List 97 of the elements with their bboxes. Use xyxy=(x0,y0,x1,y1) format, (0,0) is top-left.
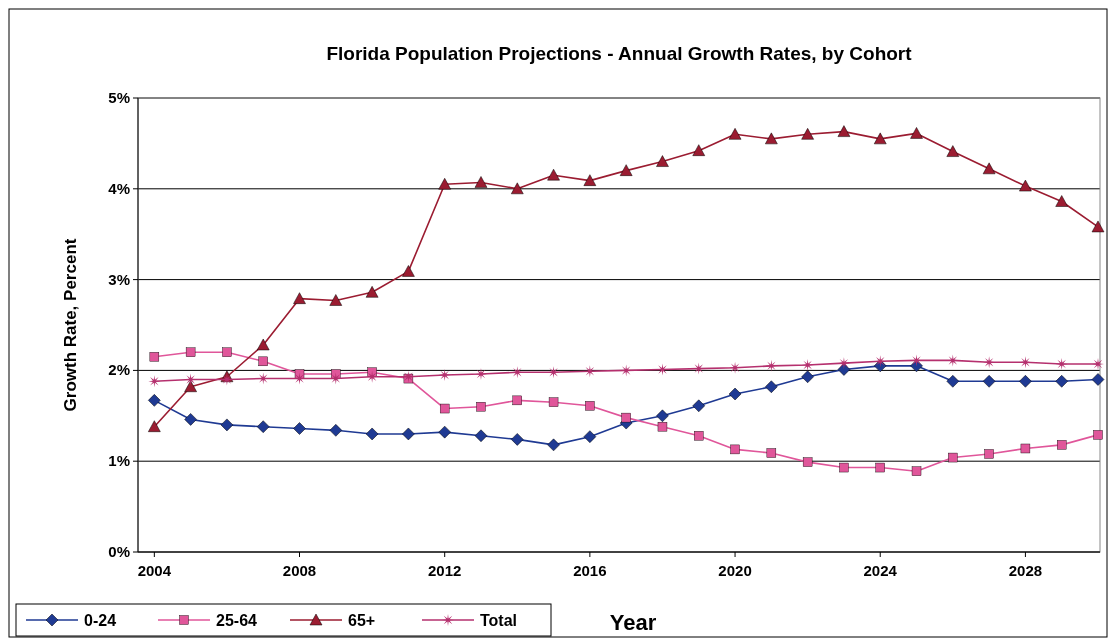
y-tick-label: 4% xyxy=(108,179,130,197)
point xyxy=(692,144,706,156)
point xyxy=(438,425,451,439)
y-tick-label: 0% xyxy=(108,543,130,560)
point xyxy=(875,462,885,473)
point xyxy=(474,368,487,381)
point xyxy=(1055,195,1068,207)
point xyxy=(766,448,777,458)
point xyxy=(148,375,161,388)
x-tick-label: 2004 xyxy=(137,562,172,579)
point xyxy=(619,164,633,176)
x-tick-label: 2012 xyxy=(428,562,462,579)
point xyxy=(149,352,160,362)
x-tick-label: 2016 xyxy=(573,562,607,579)
point xyxy=(476,402,486,412)
point xyxy=(802,457,813,467)
x-tick-label: 2024 xyxy=(863,562,898,579)
point xyxy=(293,292,306,304)
point xyxy=(765,132,778,145)
point xyxy=(1019,179,1032,192)
point xyxy=(583,430,597,443)
x-tick-label: 2008 xyxy=(282,562,317,579)
point xyxy=(910,127,923,139)
point xyxy=(911,466,922,476)
point xyxy=(329,294,343,306)
point xyxy=(873,132,887,145)
point xyxy=(837,125,851,137)
point xyxy=(948,452,958,463)
point xyxy=(1019,375,1032,388)
point xyxy=(402,427,415,441)
point xyxy=(694,431,704,441)
point xyxy=(656,409,669,423)
point xyxy=(657,422,668,432)
point xyxy=(220,418,234,432)
point xyxy=(1020,443,1031,454)
point xyxy=(547,438,560,452)
point xyxy=(692,399,706,413)
point xyxy=(547,168,560,181)
x-tick-label: 2020 xyxy=(718,562,752,579)
point xyxy=(329,424,343,437)
point xyxy=(801,370,814,384)
x-axis-title: Year xyxy=(609,610,657,635)
point xyxy=(837,363,851,376)
point xyxy=(728,128,742,140)
point xyxy=(728,387,742,401)
point xyxy=(258,356,268,367)
y-tick-label: 1% xyxy=(108,452,130,470)
point xyxy=(1057,440,1067,450)
point xyxy=(839,462,849,473)
point xyxy=(511,433,524,446)
point xyxy=(474,429,488,443)
point xyxy=(185,347,196,357)
point xyxy=(946,375,960,388)
point xyxy=(293,422,306,435)
chart-title: Florida Population Projections - Annual Growth Rates, by Cohort xyxy=(326,43,913,64)
point xyxy=(1091,373,1105,386)
point xyxy=(222,347,232,357)
point xyxy=(184,413,197,426)
point xyxy=(184,380,197,392)
point xyxy=(438,178,451,190)
point xyxy=(439,403,450,414)
point xyxy=(1055,375,1068,388)
point xyxy=(256,420,270,433)
point xyxy=(511,182,524,195)
point xyxy=(365,286,379,298)
legend-label: 65+ xyxy=(348,612,376,629)
point xyxy=(365,427,379,441)
point xyxy=(1091,220,1105,233)
x-tick-label: 2028 xyxy=(1008,562,1043,579)
point xyxy=(1093,430,1103,440)
legend-label: 0-24 xyxy=(84,612,117,629)
legend-label: 25-64 xyxy=(216,612,258,629)
point xyxy=(585,401,595,411)
point xyxy=(982,162,996,175)
point xyxy=(148,394,161,407)
point xyxy=(474,176,488,188)
y-tick-label: 2% xyxy=(108,361,130,379)
point xyxy=(1092,358,1104,371)
point xyxy=(984,449,994,459)
point xyxy=(765,380,778,393)
point xyxy=(801,128,814,140)
point xyxy=(512,395,522,406)
y-tick-label: 3% xyxy=(108,270,130,288)
point xyxy=(256,338,270,351)
point xyxy=(438,368,451,381)
point xyxy=(656,155,669,167)
point xyxy=(621,412,631,423)
y-tick-label: 5% xyxy=(108,89,130,106)
point xyxy=(402,265,415,277)
point xyxy=(946,145,960,157)
point xyxy=(548,397,559,407)
legend-label: Total xyxy=(480,612,518,629)
point xyxy=(148,420,161,432)
y-axis-title: Growth Rate, Percent xyxy=(61,238,80,412)
point xyxy=(730,444,740,455)
point xyxy=(583,174,597,186)
point xyxy=(982,375,996,388)
